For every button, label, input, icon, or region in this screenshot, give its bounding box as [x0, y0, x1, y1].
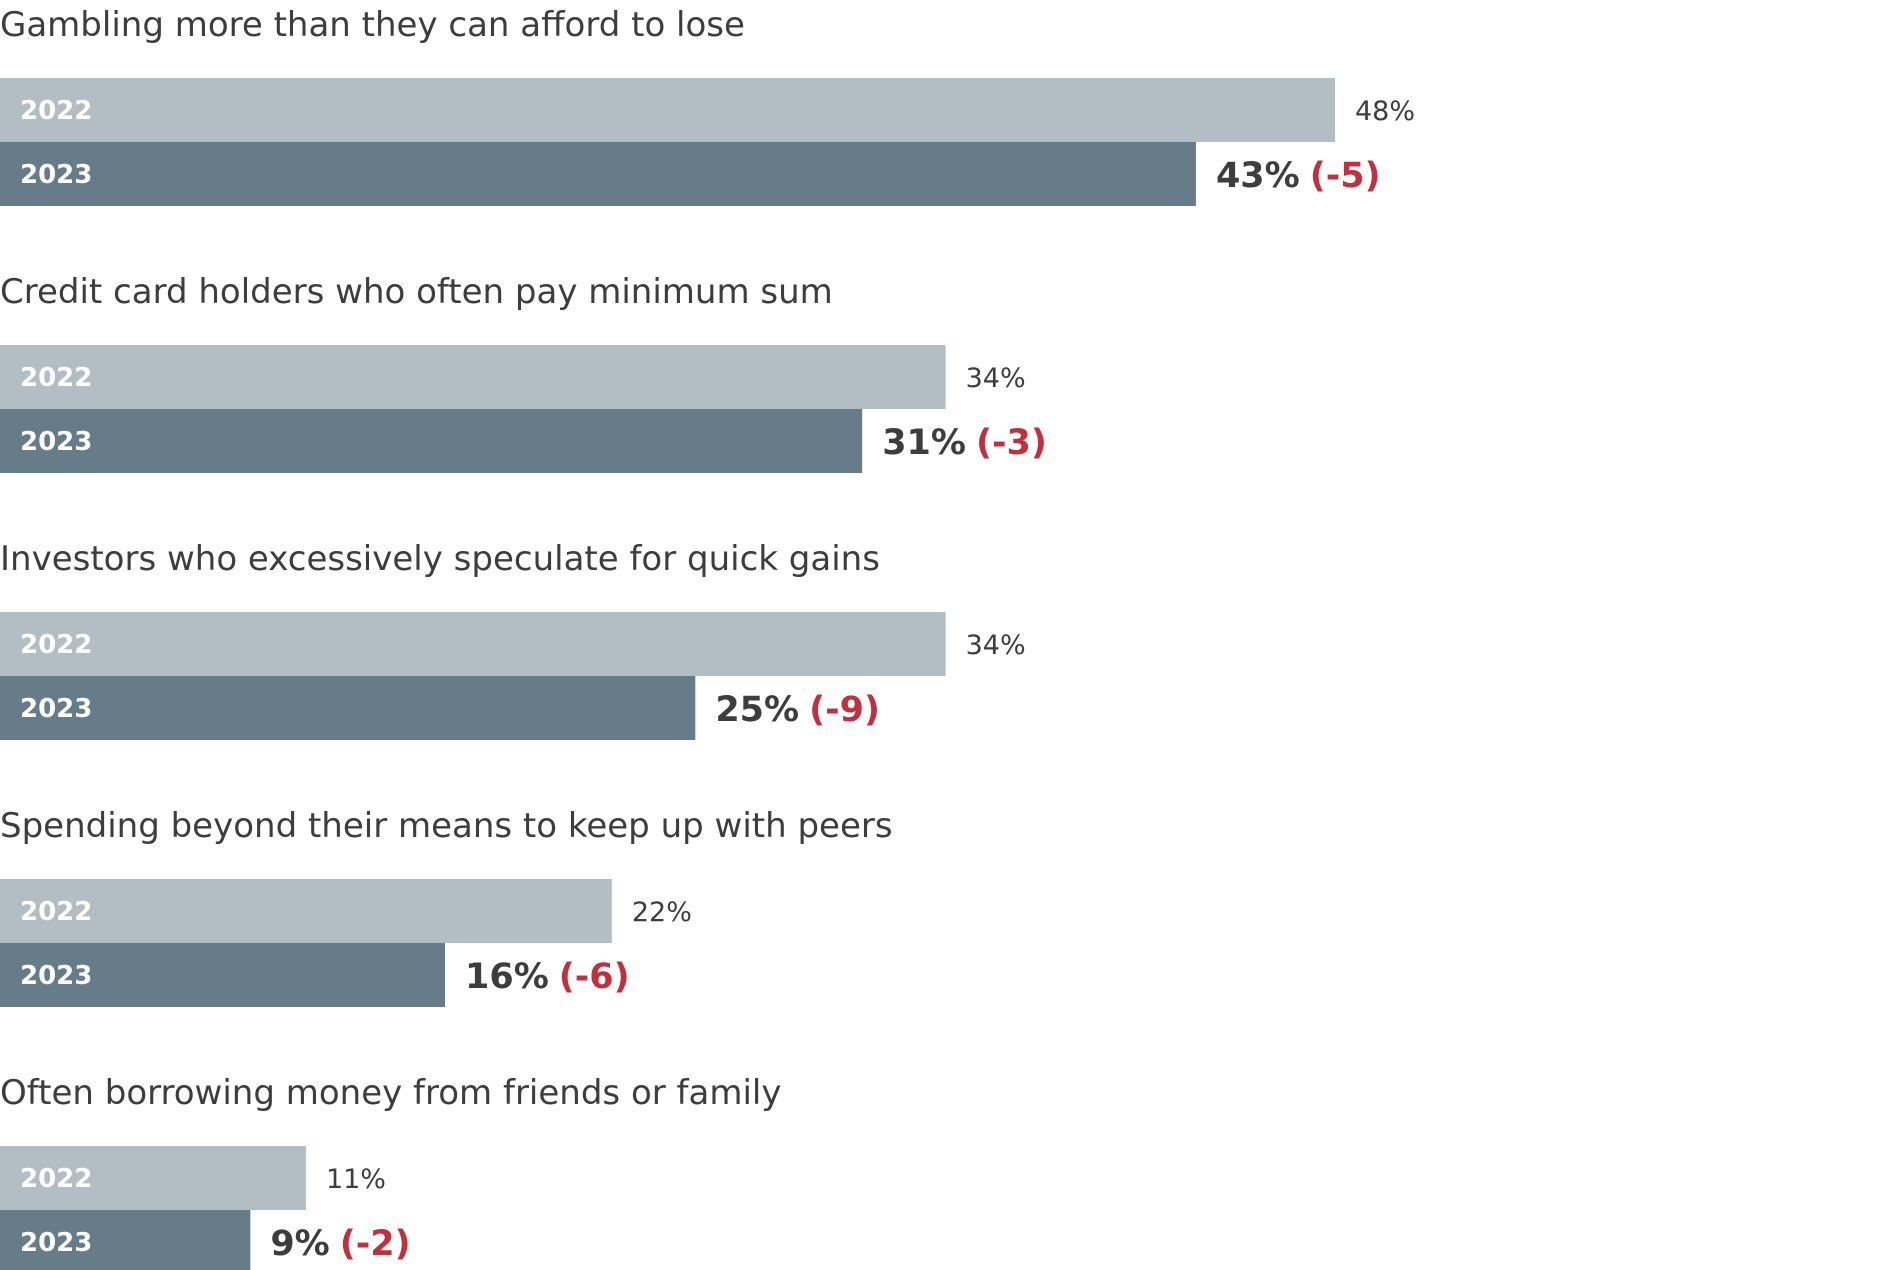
value-2023: 9% [270, 1224, 329, 1264]
value-label-2023: 43% (-5) [1216, 156, 1381, 196]
bar-2023 [0, 1210, 251, 1270]
category-label: Credit card holders who often pay minimu… [0, 272, 833, 312]
value-label-2023: 9% (-2) [270, 1224, 410, 1264]
bar-year-label: 2022 [20, 630, 92, 660]
bar-year-label: 2023 [20, 961, 92, 991]
value-label-2022: 34% [966, 630, 1026, 661]
bar-year-label: 2022 [20, 1164, 92, 1194]
value-label-2022: 22% [632, 897, 692, 928]
value-2023: 25% [715, 690, 799, 730]
change-label: (-9) [809, 690, 880, 730]
bar-2022 [0, 78, 1335, 142]
value-label-2023: 31% (-3) [882, 423, 1047, 463]
change-label: (-5) [1310, 156, 1381, 196]
bar-2023 [0, 409, 863, 473]
bar-year-label: 2023 [20, 160, 92, 190]
bar-year-label: 2023 [20, 427, 92, 457]
bar-year-label: 2023 [20, 694, 92, 724]
category-label: Gambling more than they can afford to lo… [0, 5, 745, 45]
bar-2023 [0, 142, 1196, 206]
bar-2022 [0, 1146, 306, 1210]
change-label: (-6) [559, 957, 630, 997]
change-label: (-3) [976, 423, 1047, 463]
value-2023: 16% [465, 957, 549, 997]
bar-2022 [0, 345, 946, 409]
value-label-2022: 34% [966, 363, 1026, 394]
bar-year-label: 2023 [20, 1228, 92, 1258]
value-2023: 43% [1216, 156, 1300, 196]
bar-year-label: 2022 [20, 96, 92, 126]
change-label: (-2) [340, 1224, 411, 1264]
category-label: Often borrowing money from friends or fa… [0, 1073, 781, 1113]
bar-2023 [0, 943, 445, 1007]
category-label: Investors who excessively speculate for … [0, 539, 880, 579]
bar-2022 [0, 879, 612, 943]
value-label-2023: 16% (-6) [465, 957, 630, 997]
value-2023: 31% [882, 423, 966, 463]
bar-year-label: 2022 [20, 363, 92, 393]
category-label: Spending beyond their means to keep up w… [0, 806, 893, 846]
value-label-2022: 11% [326, 1164, 386, 1195]
bar-2023 [0, 676, 696, 740]
bar-2022 [0, 612, 946, 676]
value-label-2022: 48% [1355, 96, 1415, 127]
bar-year-label: 2022 [20, 897, 92, 927]
value-label-2023: 25% (-9) [715, 690, 880, 730]
